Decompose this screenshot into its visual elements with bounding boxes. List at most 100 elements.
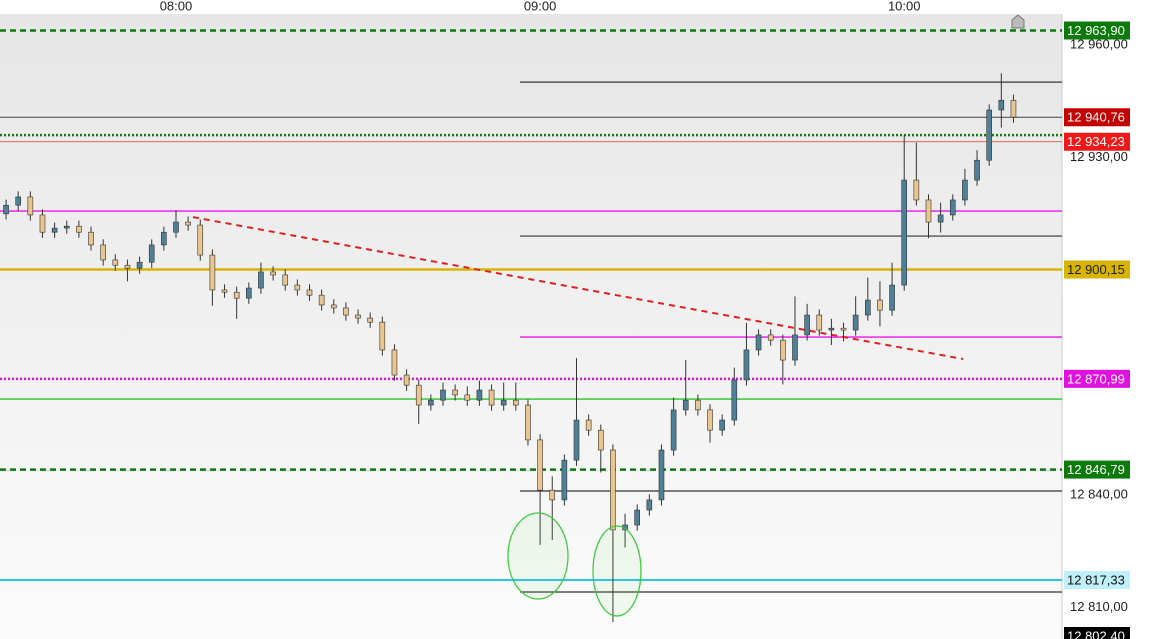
candle-body: [731, 379, 738, 421]
y-tick-label: 12 930,00: [1070, 149, 1128, 164]
level-label: 12 963,90: [1067, 23, 1125, 38]
candle-body: [221, 289, 228, 293]
candle-body: [258, 271, 264, 289]
x-tick-label: 08:00: [160, 0, 193, 13]
y-tick-label: 12 810,00: [1070, 599, 1128, 614]
y-tick-label: 12 960,00: [1070, 37, 1128, 52]
candle-body: [100, 244, 106, 261]
candle-body: [840, 327, 847, 331]
candle-body: [173, 221, 179, 233]
level-label: 12 934,23: [1067, 134, 1125, 149]
candle-body: [367, 317, 373, 323]
candle-body: [379, 321, 386, 351]
level-label-box: [1064, 132, 1130, 151]
candle-body: [610, 449, 616, 531]
candle-body: [937, 214, 944, 223]
candle-body: [719, 419, 725, 431]
candle-body: [306, 289, 313, 296]
candle-body: [185, 221, 191, 226]
candle-body: [464, 394, 471, 401]
level-label-box: [1064, 21, 1130, 40]
candle-body: [452, 389, 458, 396]
highlight-circle: [592, 525, 642, 617]
candle-body: [889, 284, 895, 311]
candle-body: [476, 389, 483, 401]
candle-body: [949, 199, 956, 216]
candle-body: [549, 489, 556, 501]
candle-body: [39, 214, 46, 233]
candle-body: [901, 179, 908, 286]
level-label-box: [1064, 460, 1130, 479]
candle-body: [488, 389, 495, 406]
level-label: 12 817,33: [1067, 572, 1125, 587]
candle-body: [865, 299, 871, 316]
candle-body: [318, 294, 325, 306]
candle-body: [792, 334, 798, 361]
candle-body: [634, 509, 641, 526]
candle-body: [998, 99, 1005, 111]
candle-body: [986, 109, 992, 161]
candle-body: [294, 284, 301, 291]
candle-body: [112, 259, 119, 266]
candle-body: [282, 274, 289, 286]
candle-body: [646, 499, 653, 511]
candle-body: [962, 179, 968, 201]
candle-body: [330, 304, 337, 309]
candle-body: [136, 261, 143, 269]
candle-body: [343, 307, 349, 316]
candle-body: [525, 404, 531, 441]
candle-body: [852, 314, 859, 331]
level-label-box: [1064, 108, 1130, 127]
candle-body: [755, 334, 762, 351]
candle-body: [743, 349, 750, 381]
level-label-box: [1064, 627, 1130, 639]
candle-body: [161, 231, 167, 246]
plot-area: [0, 14, 1062, 639]
candle-body: [767, 334, 774, 341]
candle-body: [415, 384, 422, 406]
highlight-circle: [507, 512, 569, 600]
y-tick-label: 12 840,00: [1070, 486, 1128, 501]
candle-body: [537, 439, 543, 491]
candle-body: [658, 449, 665, 501]
level-label: 12 870,99: [1067, 371, 1125, 386]
candle-body: [246, 287, 252, 299]
candle-body: [355, 314, 361, 319]
candle-body: [585, 419, 592, 431]
candle-body: [913, 179, 920, 201]
candle-body: [573, 419, 580, 461]
candle-body: [15, 196, 22, 206]
candle-body: [88, 231, 94, 246]
candle-body: [403, 374, 410, 386]
candle-body: [707, 409, 713, 431]
level-label: 12 802,40: [1067, 628, 1125, 639]
candle-body: [597, 429, 604, 451]
candle-body: [877, 299, 883, 311]
candle-body: [828, 327, 835, 331]
x-tick-label: 10:00: [888, 0, 921, 13]
candle-body: [233, 291, 240, 299]
candle-body: [974, 159, 980, 181]
candle-body: [780, 339, 786, 361]
level-label-box: [1064, 571, 1130, 590]
candle-body: [270, 271, 276, 276]
candle-body: [695, 399, 701, 411]
candle-body: [76, 225, 82, 233]
level-label: 12 900,15: [1067, 262, 1125, 277]
home-icon[interactable]: [1011, 14, 1025, 29]
candle-body: [500, 399, 507, 406]
level-label-box: [1064, 369, 1130, 388]
trend-line: [192, 216, 964, 361]
candle-body: [440, 389, 446, 401]
candle-body: [513, 399, 519, 406]
candle-body: [148, 244, 155, 263]
candle-body: [816, 314, 823, 331]
level-label: 12 846,79: [1067, 462, 1125, 477]
candle-body: [209, 254, 216, 291]
x-tick-label: 09:00: [524, 0, 557, 13]
candle-body: [682, 399, 689, 411]
candle-body: [1010, 99, 1017, 118]
candle-body: [804, 314, 810, 336]
candle-body: [925, 199, 932, 223]
